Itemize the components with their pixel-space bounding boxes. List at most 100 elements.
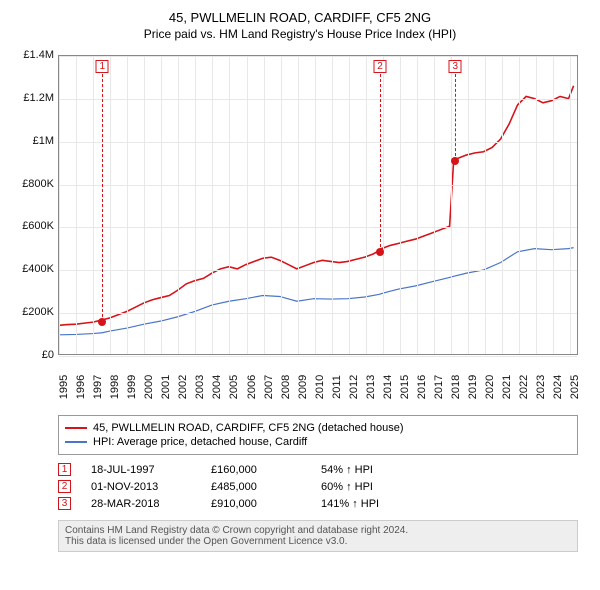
x-tick-label: 2017	[433, 375, 445, 399]
sale-marker-dot	[451, 157, 459, 165]
gridline-v	[110, 56, 111, 354]
gridline-v	[536, 56, 537, 354]
x-tick-label: 2014	[382, 375, 394, 399]
x-tick-label: 2008	[280, 375, 292, 399]
x-tick-label: 2020	[484, 375, 496, 399]
x-tick-label: 2013	[365, 375, 377, 399]
legend-swatch	[65, 427, 87, 429]
x-tick-label: 2009	[297, 375, 309, 399]
sale-hpi: 54% ↑ HPI	[321, 464, 431, 476]
sale-marker-dot	[376, 248, 384, 256]
page-title: 45, PWLLMELIN ROAD, CARDIFF, CF5 2NG	[10, 10, 590, 25]
gridline-h	[59, 185, 577, 186]
gridline-v	[383, 56, 384, 354]
sale-price: £485,000	[211, 481, 301, 493]
sale-row-marker: 1	[58, 463, 71, 476]
gridline-v	[434, 56, 435, 354]
gridline-v	[178, 56, 179, 354]
x-tick-label: 2000	[143, 375, 155, 399]
footer-line: Contains HM Land Registry data © Crown c…	[65, 525, 571, 536]
gridline-v	[485, 56, 486, 354]
y-tick-label: £1.2M	[10, 92, 54, 104]
sale-price: £160,000	[211, 464, 301, 476]
sale-marker-box: 1	[96, 60, 109, 73]
sale-hpi: 60% ↑ HPI	[321, 481, 431, 493]
gridline-v	[570, 56, 571, 354]
gridline-v	[519, 56, 520, 354]
sale-price: £910,000	[211, 498, 301, 510]
gridline-v	[144, 56, 145, 354]
x-tick-label: 2015	[399, 375, 411, 399]
x-tick-label: 2025	[569, 375, 581, 399]
gridline-h	[59, 99, 577, 100]
gridline-h	[59, 270, 577, 271]
sale-row: 328-MAR-2018£910,000141% ↑ HPI	[58, 497, 578, 510]
x-tick-label: 2012	[348, 375, 360, 399]
series-price_paid	[59, 86, 574, 325]
gridline-v	[366, 56, 367, 354]
gridline-v	[553, 56, 554, 354]
x-tick-label: 2010	[314, 375, 326, 399]
x-tick-label: 1999	[126, 375, 138, 399]
gridline-v	[59, 56, 60, 354]
y-tick-label: £800K	[10, 178, 54, 190]
footer-line: This data is licensed under the Open Gov…	[65, 536, 571, 547]
gridline-v	[281, 56, 282, 354]
gridline-v	[332, 56, 333, 354]
gridline-v	[127, 56, 128, 354]
x-tick-label: 2022	[518, 375, 530, 399]
x-tick-label: 2011	[331, 375, 343, 399]
gridline-v	[264, 56, 265, 354]
x-tick-label: 2007	[263, 375, 275, 399]
gridline-v	[400, 56, 401, 354]
y-tick-label: £600K	[10, 220, 54, 232]
gridline-v	[468, 56, 469, 354]
gridline-h	[59, 142, 577, 143]
attribution-footer: Contains HM Land Registry data © Crown c…	[58, 520, 578, 552]
sale-row-marker: 2	[58, 480, 71, 493]
x-tick-label: 2023	[535, 375, 547, 399]
x-tick-label: 2024	[552, 375, 564, 399]
gridline-v	[229, 56, 230, 354]
x-tick-label: 1996	[75, 375, 87, 399]
x-tick-label: 2018	[450, 375, 462, 399]
gridline-h	[59, 356, 577, 357]
gridline-h	[59, 56, 577, 57]
gridline-v	[161, 56, 162, 354]
gridline-v	[451, 56, 452, 354]
chart-area: £0£200K£400K£600K£800K£1M£1.2M£1.4M 123 …	[10, 49, 590, 409]
y-tick-label: £0	[10, 349, 54, 361]
x-tick-label: 2016	[416, 375, 428, 399]
x-tick-label: 1998	[109, 375, 121, 399]
gridline-v	[212, 56, 213, 354]
y-tick-label: £200K	[10, 306, 54, 318]
legend-label: 45, PWLLMELIN ROAD, CARDIFF, CF5 2NG (de…	[93, 422, 404, 434]
sale-date: 18-JUL-1997	[91, 464, 191, 476]
sale-marker-dash	[102, 74, 103, 322]
sale-row-marker: 3	[58, 497, 71, 510]
legend-item: HPI: Average price, detached house, Card…	[65, 436, 571, 448]
x-tick-label: 2019	[467, 375, 479, 399]
y-tick-label: £1.4M	[10, 49, 54, 61]
page-subtitle: Price paid vs. HM Land Registry's House …	[10, 27, 590, 41]
x-tick-label: 2021	[501, 375, 513, 399]
sale-hpi: 141% ↑ HPI	[321, 498, 431, 510]
x-tick-label: 1995	[58, 375, 70, 399]
sale-row: 201-NOV-2013£485,00060% ↑ HPI	[58, 480, 578, 493]
x-tick-label: 2001	[160, 375, 172, 399]
sale-marker-dash	[455, 74, 456, 161]
y-tick-label: £1M	[10, 135, 54, 147]
gridline-v	[247, 56, 248, 354]
sale-events-table: 118-JUL-1997£160,00054% ↑ HPI201-NOV-201…	[58, 463, 578, 510]
gridline-v	[349, 56, 350, 354]
x-tick-label: 2003	[194, 375, 206, 399]
gridline-h	[59, 313, 577, 314]
x-tick-label: 2004	[211, 375, 223, 399]
legend-swatch	[65, 441, 87, 443]
legend-label: HPI: Average price, detached house, Card…	[93, 436, 307, 448]
legend-box: 45, PWLLMELIN ROAD, CARDIFF, CF5 2NG (de…	[58, 415, 578, 455]
gridline-h	[59, 227, 577, 228]
legend-item: 45, PWLLMELIN ROAD, CARDIFF, CF5 2NG (de…	[65, 422, 571, 434]
chart-container: 45, PWLLMELIN ROAD, CARDIFF, CF5 2NG Pri…	[0, 0, 600, 562]
x-tick-label: 2006	[246, 375, 258, 399]
